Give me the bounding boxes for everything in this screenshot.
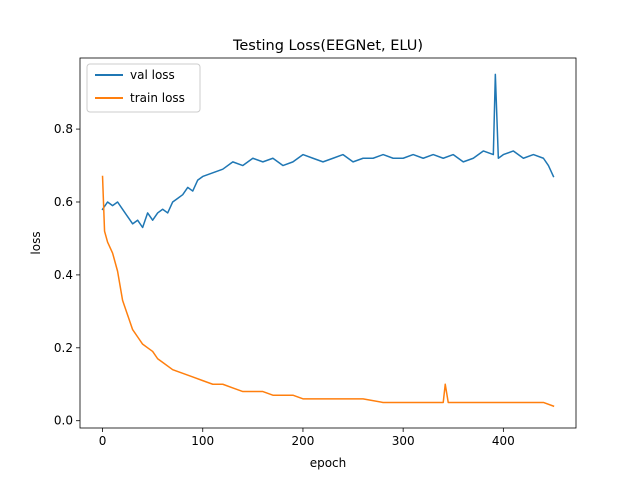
- y-tick-label: 0.0: [54, 414, 73, 428]
- legend-label-val-loss: val loss: [130, 68, 175, 82]
- x-tick-label: 400: [492, 434, 515, 448]
- x-tick-label: 200: [291, 434, 314, 448]
- x-tick-label: 300: [392, 434, 415, 448]
- y-axis-label: loss: [29, 231, 43, 254]
- y-tick-label: 0.4: [54, 268, 73, 282]
- x-tick-label: 0: [99, 434, 107, 448]
- plot-area: [79, 57, 577, 429]
- y-tick-label: 0.6: [54, 195, 73, 209]
- axes-frame: [79, 57, 577, 429]
- y-tick-label: 0.2: [54, 341, 73, 355]
- chart-title: Testing Loss(EEGNet, ELU): [232, 38, 423, 54]
- y-tick-label: 0.8: [54, 122, 73, 136]
- x-axis-label: epoch: [310, 456, 347, 470]
- y-axis: 0.0 0.2 0.4 0.6 0.8: [54, 122, 80, 428]
- series-layer: [101, 73, 555, 408]
- x-tick-label: 100: [191, 434, 214, 448]
- legend-label-train-loss: train loss: [130, 91, 185, 105]
- series-line-train-loss: [101, 175, 555, 408]
- series-line-val-loss: [101, 73, 555, 229]
- x-axis: 0 100 200 300 400: [99, 428, 515, 448]
- legend: val loss train loss: [86, 63, 201, 113]
